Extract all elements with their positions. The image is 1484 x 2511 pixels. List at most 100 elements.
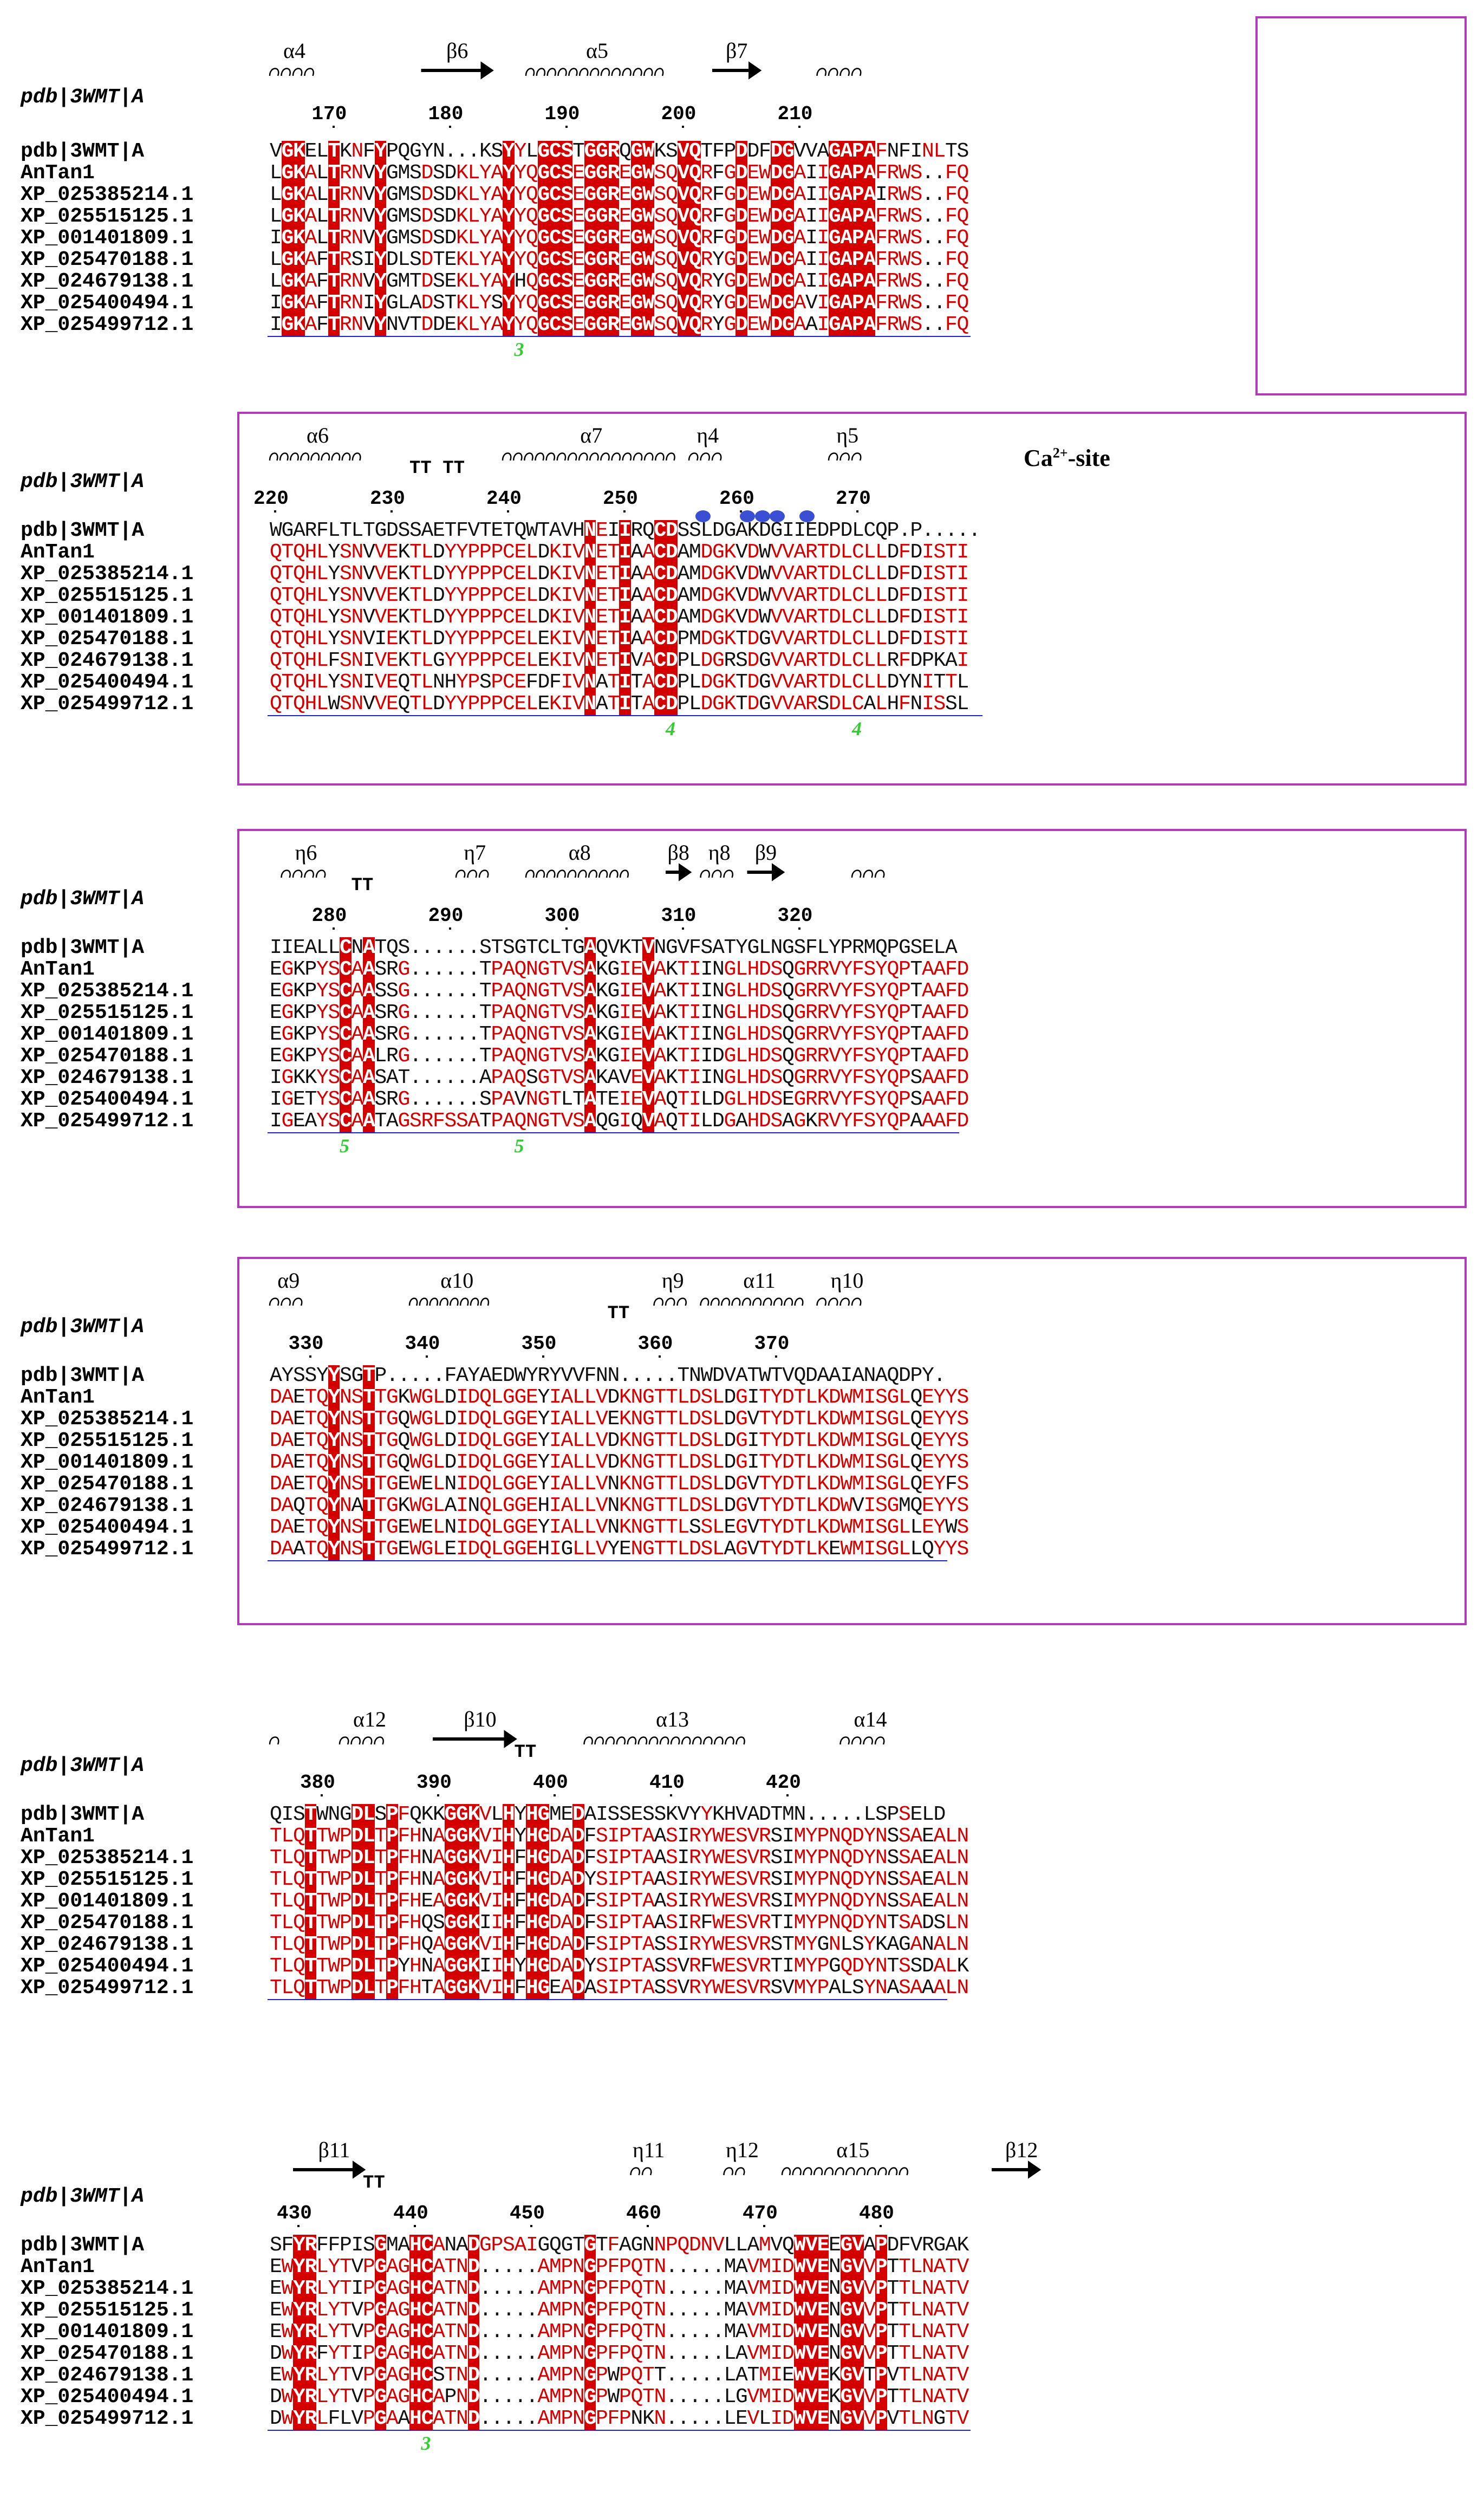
residue: D	[887, 606, 900, 629]
residue: D	[503, 1364, 515, 1387]
ss-label: β11	[318, 2138, 350, 2162]
residue: N	[875, 1955, 888, 1978]
number-tick	[507, 510, 509, 512]
residue: D	[700, 584, 713, 607]
residue: A	[933, 2364, 946, 2387]
residue: Q	[666, 226, 678, 250]
residue: M	[793, 1825, 806, 1848]
residue: Q	[270, 584, 282, 607]
residue: G	[782, 226, 795, 250]
residue: I	[689, 1023, 701, 1046]
residue: N	[642, 2234, 655, 2257]
residue: .	[712, 2255, 725, 2279]
residue: Q	[479, 1429, 492, 1452]
residue: L	[421, 649, 434, 672]
residue: P	[363, 2407, 375, 2430]
residue: V	[805, 2299, 818, 2322]
residue: G	[537, 205, 550, 228]
sequence-name: XP_024679138.1	[21, 1933, 194, 1956]
residue: G	[537, 1976, 550, 2000]
residue: P	[467, 671, 480, 694]
residue: T	[316, 1933, 329, 1956]
residue: P	[899, 1044, 911, 1068]
residue: T	[945, 2342, 958, 2365]
residue: D	[700, 627, 713, 651]
residue: D	[852, 1955, 864, 1978]
residue: I	[805, 248, 818, 271]
residue: V	[561, 1044, 574, 1068]
residue: Q	[514, 1066, 527, 1089]
sequence-name: XP_024679138.1	[21, 270, 194, 293]
residue: S	[654, 205, 667, 228]
residue: K	[666, 1044, 678, 1068]
residue: Y	[805, 1911, 818, 1935]
residue: I	[782, 1890, 795, 1913]
residue: Q	[398, 140, 411, 163]
residue: T	[479, 958, 492, 981]
residue: Q	[630, 2342, 643, 2365]
residue: H	[747, 958, 760, 981]
residue: Q	[689, 248, 701, 271]
residue: L	[316, 936, 329, 959]
residue: S	[596, 1846, 608, 1870]
residue: K	[817, 1429, 830, 1452]
sequence-row: DWYRLFLVPGAAHCATND.....AMPNGPFPNKN.....L…	[270, 2407, 969, 2430]
residue: W	[642, 270, 655, 293]
residue: H	[747, 1023, 760, 1046]
residue: S	[340, 627, 352, 651]
residue: T	[374, 1868, 387, 1891]
residue: Y	[444, 541, 457, 564]
residue: G	[724, 205, 737, 228]
residue: G	[887, 1494, 900, 1517]
residue: T	[304, 1933, 317, 1956]
sequence-name: AnTan1	[21, 1825, 95, 1848]
residue: T	[887, 2342, 900, 2365]
residue: L	[363, 1955, 375, 1978]
residue: E	[514, 606, 527, 629]
sequence-name: XP_025470188.1	[21, 1044, 194, 1068]
helix-glyph	[653, 1297, 687, 1306]
residue: A	[561, 1516, 574, 1539]
residue-number: 460	[626, 2202, 661, 2224]
residue: S	[351, 1451, 364, 1474]
residue: W	[759, 248, 771, 271]
residue: L	[316, 692, 329, 716]
residue: G	[584, 2320, 597, 2344]
residue: C	[421, 2385, 434, 2409]
residue: H	[503, 1911, 515, 1935]
ss-label: α11	[743, 1268, 776, 1293]
residue: Y	[316, 1001, 329, 1024]
residue-number: 170	[311, 103, 347, 125]
residue: R	[340, 183, 352, 206]
residue: .	[433, 958, 445, 981]
residue: S	[561, 226, 574, 250]
residue: T	[316, 1976, 329, 2000]
residue-number: 240	[486, 488, 522, 510]
residue: V	[677, 1955, 690, 1978]
residue: .	[433, 1001, 445, 1024]
residue: R	[805, 606, 818, 629]
residue: D	[887, 627, 900, 651]
residue: N	[456, 2255, 468, 2279]
residue: E	[724, 1868, 737, 1891]
residue: L	[363, 1846, 375, 1870]
residue: G	[712, 627, 725, 651]
residue: E	[922, 1825, 934, 1848]
residue: K	[479, 140, 492, 163]
residue: P	[340, 1933, 352, 1956]
residue: I	[863, 1407, 876, 1431]
residue: H	[304, 671, 317, 694]
residue: G	[421, 1429, 434, 1452]
residue: D	[467, 2277, 480, 2300]
sequence-row: LGKAFTRSIYDLSDTEKLYAYYQGCSEGGREGWSQVQRYG…	[270, 248, 969, 271]
residue: T	[549, 1088, 562, 1111]
residue: F	[875, 270, 888, 293]
residue: .	[479, 2299, 492, 2322]
residue: V	[374, 692, 387, 716]
residue: D	[467, 2385, 480, 2409]
residue: F	[945, 958, 958, 981]
residue: V	[479, 1933, 492, 1956]
residue: T	[607, 671, 620, 694]
residue: S	[933, 541, 946, 564]
residue: G	[840, 2234, 853, 2257]
